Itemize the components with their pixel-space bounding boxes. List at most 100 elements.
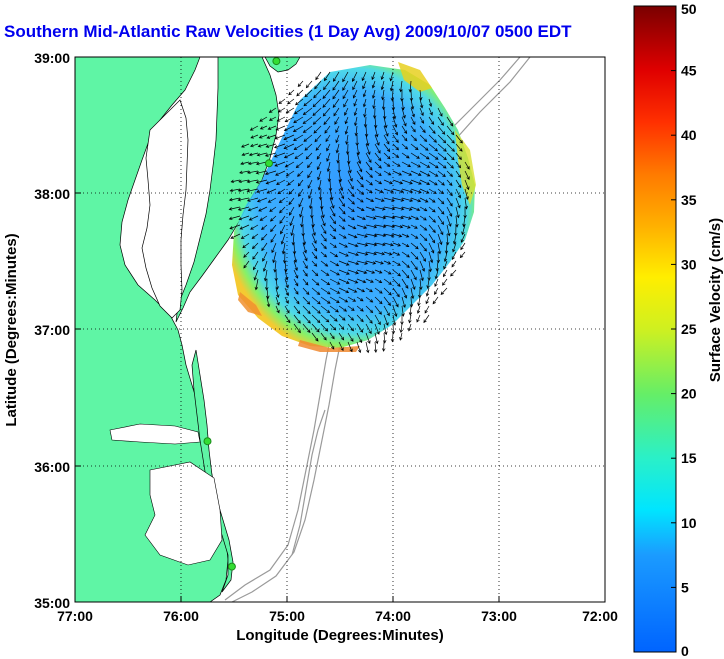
current-vector [365,323,372,335]
current-vector [392,116,398,128]
current-vector [324,125,331,134]
current-vector [347,197,355,205]
current-vector [461,224,466,236]
colorbar-tick-label: 30 [681,256,697,272]
current-vector [281,242,286,255]
current-vector [419,107,424,117]
current-vector [419,233,428,242]
current-vector [410,287,415,300]
current-vector [389,80,394,92]
current-vector [261,233,268,241]
current-vector [455,143,463,152]
current-vector [365,197,375,202]
current-vector [437,134,447,144]
current-vector [311,296,321,305]
current-vector [401,224,411,229]
current-vector [410,98,415,110]
current-vector [347,251,359,257]
current-vector [323,80,331,91]
current-vector [374,323,380,335]
current-vector [428,215,436,223]
current-vector [392,170,403,176]
current-vector [356,215,366,221]
current-vector [299,206,304,218]
current-vector [401,251,410,258]
current-vector [347,161,352,174]
colorbar-tick-label: 5 [681,579,689,595]
current-vector [338,269,350,275]
current-vector [365,152,372,164]
current-vector [335,134,340,144]
current-vector [293,287,299,295]
map-grid [75,57,605,602]
lat-tick-label: 37:00 [34,322,70,338]
current-vector [437,215,445,226]
current-vector [419,152,430,160]
current-vector [230,179,241,184]
current-vector [365,170,373,179]
current-vector [374,206,386,211]
current-vector [237,188,250,193]
current-vector [356,341,362,354]
current-vector [329,332,335,340]
current-vector [329,260,340,267]
current-vector [383,197,395,202]
current-vector [317,170,322,181]
current-vector [455,134,463,144]
current-vector [283,143,295,150]
current-vector [246,170,259,175]
current-vector [332,98,340,109]
lon-tick-label: 75:00 [269,608,305,624]
current-vector [365,206,376,211]
current-vector [239,170,250,175]
current-vector [410,215,420,220]
current-vector [347,242,359,248]
current-vector [446,179,453,187]
current-vector [257,143,268,148]
current-vector [392,296,399,308]
current-vector [269,206,277,212]
current-vector [401,179,413,185]
current-vector [347,215,356,221]
current-vector [452,233,457,245]
current-vector [256,152,268,157]
current-vector [329,233,337,240]
current-vector [364,125,369,138]
current-vector [401,116,407,127]
current-vector [392,215,405,220]
current-vector [322,107,331,117]
current-vector [313,89,322,99]
current-vector [284,287,289,297]
current-vector [279,206,286,214]
current-vector [293,296,300,305]
current-vector [302,260,308,270]
current-vector [443,260,448,270]
current-vector [293,251,298,264]
current-vector [247,161,259,166]
radar-site-marker [203,437,212,446]
current-vector [315,71,322,81]
current-vector [266,296,271,308]
current-vector [305,80,313,89]
current-vector [338,296,349,303]
current-vector [401,305,405,317]
colorbar-ticks: 0 5 10 15 20 25 30 35 40 45 50 [671,1,697,659]
current-vector [455,197,461,209]
current-vector [410,134,418,142]
current-vector [392,125,398,136]
current-vector [240,161,250,166]
current-vector [265,179,277,185]
current-vector [268,116,277,121]
current-vector [239,224,250,230]
current-vector [356,197,364,203]
current-vector [392,287,400,298]
lat-tick-label: 35:00 [34,595,70,611]
pamlico-sound [144,461,223,566]
current-vector [383,260,392,265]
current-vector [329,269,340,276]
current-vector [356,206,365,211]
current-vector [298,197,304,208]
radar-site-marker [227,562,236,571]
current-vector [356,305,364,312]
